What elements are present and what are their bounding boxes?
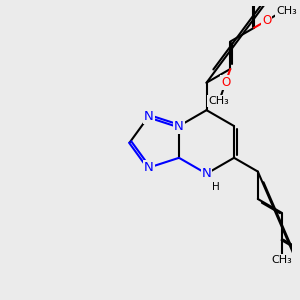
Text: N: N xyxy=(144,110,154,123)
Text: N: N xyxy=(202,167,212,180)
Text: CH₃: CH₃ xyxy=(208,96,229,106)
Text: CH₃: CH₃ xyxy=(271,255,292,266)
Text: O: O xyxy=(221,76,230,89)
Text: CH₃: CH₃ xyxy=(276,6,297,16)
Text: N: N xyxy=(174,119,184,133)
Text: O: O xyxy=(262,14,271,27)
Text: H: H xyxy=(212,182,220,192)
Text: N: N xyxy=(144,161,154,174)
